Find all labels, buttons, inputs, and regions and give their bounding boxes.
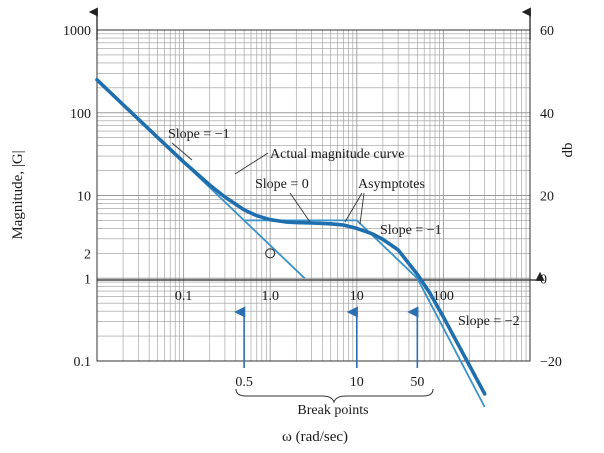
y2-tick-label: −20 <box>540 355 562 370</box>
leader-asymptotes-2 <box>359 192 365 225</box>
grid <box>97 30 530 361</box>
break-point-label: 0.5 <box>235 375 253 390</box>
annotation-slope-0: Slope = 0 <box>255 177 309 192</box>
x-axis-title: ω (rad/sec) <box>282 429 348 445</box>
break-points-brace <box>235 388 434 404</box>
y-tick-label: 2 <box>84 247 91 262</box>
leader-slope-0 <box>289 192 311 223</box>
y2-tick-label: 0 <box>540 272 547 287</box>
y2-tick-label: 40 <box>540 107 554 122</box>
break-point-label: 10 <box>350 375 364 390</box>
y-tick-label: 1 <box>84 272 91 287</box>
x-tick-label: 100 <box>433 289 454 304</box>
leader-asymptotes-1 <box>344 192 363 223</box>
plot-frame <box>96 29 531 362</box>
actual-magnitude-curve <box>95 78 487 396</box>
y2-tick-label: 60 <box>540 24 554 39</box>
leader-slope-minus1-top <box>171 142 193 161</box>
x-tick-label: 1.0 <box>261 289 279 304</box>
y-tick-label: 100 <box>70 107 91 122</box>
y2-tick-label: 20 <box>540 190 554 205</box>
y2-axis-title: db <box>560 143 576 158</box>
y-tick-label: 10 <box>77 190 91 205</box>
y-axis-title: Magnitude, |G| <box>10 150 26 239</box>
y-tick-label: 0.1 <box>74 355 92 370</box>
leader-actual-curve <box>234 152 269 175</box>
break-points-caption: Break points <box>297 403 368 418</box>
point-marker <box>265 248 276 259</box>
annotation-asymptotes: Asymptotes <box>358 177 425 192</box>
annotation-slope-minus2: Slope = −2 <box>458 314 520 329</box>
annotation-slope-minus1-top: Slope = −1 <box>168 127 230 142</box>
annotation-actual-curve: Actual magnitude curve <box>270 147 405 162</box>
break-point-label: 50 <box>410 375 424 390</box>
y-tick-label: 1000 <box>63 24 91 39</box>
x-tick-label: 10 <box>350 289 364 304</box>
annotation-slope-minus1-mid: Slope = −1 <box>380 223 442 238</box>
asymptote-extension-line <box>243 219 306 279</box>
x-tick-label: 0.1 <box>175 289 193 304</box>
asymptote-line <box>96 79 486 408</box>
